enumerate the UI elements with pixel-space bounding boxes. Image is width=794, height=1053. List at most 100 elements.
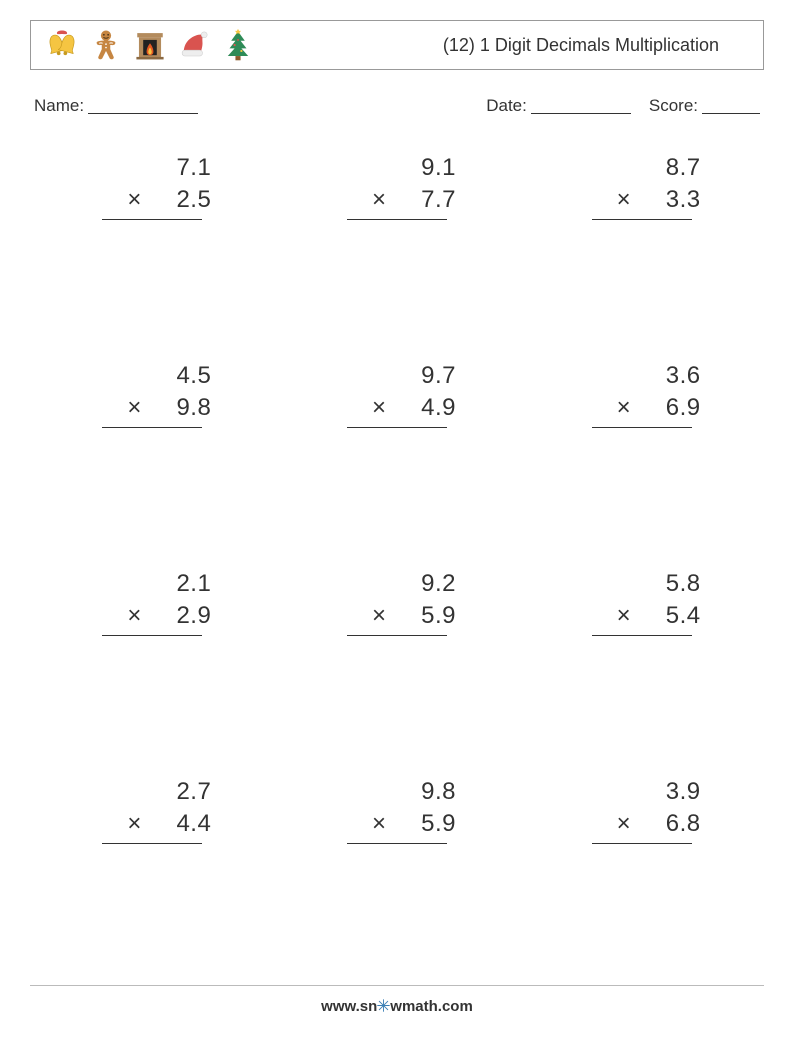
multiplicand: 5.8 <box>635 568 707 600</box>
problem-bottom-row: ×4.4 <box>87 808 217 840</box>
multiplier: 6.8 <box>635 808 707 840</box>
problem-bottom-row: ×2.5 <box>87 184 217 216</box>
operator: × <box>121 808 145 840</box>
multiplicand: 2.7 <box>145 776 217 808</box>
problem-top-row: 2.7 <box>87 776 217 808</box>
multiplicand: 9.1 <box>390 152 462 184</box>
multiplicand: 7.1 <box>145 152 217 184</box>
multiplier: 2.5 <box>145 184 217 216</box>
name-label: Name: <box>34 96 84 116</box>
problem-bottom-row: ×6.8 <box>577 808 707 840</box>
problem: 3.6×6.9 <box>577 360 707 428</box>
problem: 4.5×9.8 <box>87 360 217 428</box>
problem-rule <box>592 219 692 220</box>
problem-rule <box>347 635 447 636</box>
operator: × <box>611 184 635 216</box>
multiplier: 6.9 <box>635 392 707 424</box>
footer-rule <box>30 985 764 986</box>
problem-rule <box>102 843 202 844</box>
multiplier: 3.3 <box>635 184 707 216</box>
multiplicand: 3.6 <box>635 360 707 392</box>
problem-bottom-row: ×7.7 <box>332 184 462 216</box>
problem: 2.1×2.9 <box>87 568 217 636</box>
problem-top-row: 5.8 <box>577 568 707 600</box>
problem-top-row: 9.1 <box>332 152 462 184</box>
problem-bottom-row: ×6.9 <box>577 392 707 424</box>
operator: × <box>611 600 635 632</box>
worksheet-title: (12) 1 Digit Decimals Multiplication <box>443 35 719 56</box>
problem-rule <box>347 843 447 844</box>
problem-top-row: 9.7 <box>332 360 462 392</box>
problem-top-row: 3.6 <box>577 360 707 392</box>
footer-suffix: wmath.com <box>390 998 473 1015</box>
date-label: Date: <box>486 96 527 116</box>
problem-rule <box>102 427 202 428</box>
bells-icon <box>45 28 79 62</box>
multiplier: 9.8 <box>145 392 217 424</box>
multiplier: 7.7 <box>390 184 462 216</box>
problem-bottom-row: ×4.9 <box>332 392 462 424</box>
problem-rule <box>347 427 447 428</box>
multiplicand: 4.5 <box>145 360 217 392</box>
header-box: (12) 1 Digit Decimals Multiplication <box>30 20 764 70</box>
operator: × <box>611 392 635 424</box>
problem-bottom-row: ×5.9 <box>332 600 462 632</box>
problem-top-row: 3.9 <box>577 776 707 808</box>
santa-hat-icon <box>177 28 211 62</box>
problem-bottom-row: ×2.9 <box>87 600 217 632</box>
info-row: Name: Date: Score: <box>30 96 764 116</box>
multiplicand: 9.2 <box>390 568 462 600</box>
multiplicand: 9.8 <box>390 776 462 808</box>
footer-prefix: www.sn <box>321 998 377 1015</box>
problem: 3.9×6.8 <box>577 776 707 844</box>
operator: × <box>366 600 390 632</box>
date-blank-line <box>531 96 631 114</box>
problem: 9.8×5.9 <box>332 776 462 844</box>
fireplace-icon <box>133 28 167 62</box>
info-gap <box>631 96 649 116</box>
problem: 2.7×4.4 <box>87 776 217 844</box>
problem-top-row: 8.7 <box>577 152 707 184</box>
worksheet-page: (12) 1 Digit Decimals Multiplication Nam… <box>0 0 794 1053</box>
info-spacer <box>198 96 486 116</box>
problem-bottom-row: ×5.9 <box>332 808 462 840</box>
tree-icon <box>221 28 255 62</box>
operator: × <box>611 808 635 840</box>
multiplicand: 3.9 <box>635 776 707 808</box>
problem-rule <box>347 219 447 220</box>
multiplier: 4.4 <box>145 808 217 840</box>
snowflake-o-icon <box>377 999 390 1016</box>
problem-top-row: 7.1 <box>87 152 217 184</box>
problem-top-row: 9.2 <box>332 568 462 600</box>
problem-bottom-row: ×5.4 <box>577 600 707 632</box>
problem: 9.1×7.7 <box>332 152 462 220</box>
operator: × <box>366 392 390 424</box>
operator: × <box>121 184 145 216</box>
problem-rule <box>102 219 202 220</box>
problem-rule <box>102 635 202 636</box>
operator: × <box>121 600 145 632</box>
problem: 7.1×2.5 <box>87 152 217 220</box>
problem-top-row: 2.1 <box>87 568 217 600</box>
footer: www.sn wmath.com <box>30 985 764 1015</box>
problem: 9.7×4.9 <box>332 360 462 428</box>
problem-bottom-row: ×9.8 <box>87 392 217 424</box>
problem: 5.8×5.4 <box>577 568 707 636</box>
problem-top-row: 4.5 <box>87 360 217 392</box>
operator: × <box>366 184 390 216</box>
multiplicand: 8.7 <box>635 152 707 184</box>
problem-bottom-row: ×3.3 <box>577 184 707 216</box>
problem-rule <box>592 843 692 844</box>
footer-text: www.sn wmath.com <box>30 998 764 1015</box>
problem: 8.7×3.3 <box>577 152 707 220</box>
header-icon-row <box>45 28 255 62</box>
problem: 9.2×5.9 <box>332 568 462 636</box>
multiplicand: 9.7 <box>390 360 462 392</box>
problem-rule <box>592 427 692 428</box>
multiplicand: 2.1 <box>145 568 217 600</box>
operator: × <box>121 392 145 424</box>
problem-rule <box>592 635 692 636</box>
multiplier: 5.9 <box>390 600 462 632</box>
multiplier: 5.4 <box>635 600 707 632</box>
problems-grid: 7.1×2.59.1×7.78.7×3.34.5×9.89.7×4.93.6×6… <box>30 152 764 984</box>
